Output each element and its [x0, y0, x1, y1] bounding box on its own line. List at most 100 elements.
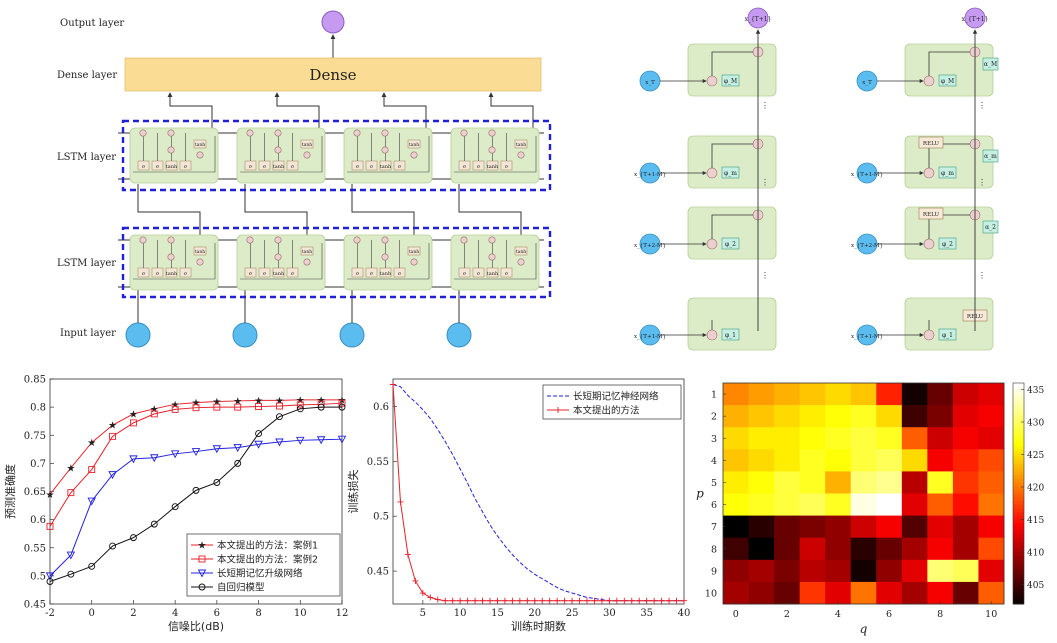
data-point: ★ [192, 398, 201, 409]
heatmap-cell [978, 559, 1005, 583]
colorbar-segment [1013, 456, 1024, 461]
heatmap-cell [952, 383, 979, 406]
heatmap-cell [748, 581, 775, 605]
gate-label: σ [505, 271, 509, 277]
multiply-op [923, 167, 935, 179]
chain-input-label: x_{T+1-M} [634, 172, 666, 178]
data-point [666, 597, 673, 604]
colorbar-segment [1013, 416, 1024, 421]
colorbar-segment [1013, 449, 1024, 454]
gate-label: tanh [380, 271, 392, 277]
colorbar-segment [1013, 548, 1024, 553]
x-tick-label: 30 [603, 608, 616, 619]
gate-label: σ [184, 164, 188, 170]
data-point [412, 577, 419, 584]
data-point [531, 597, 538, 604]
lstm-layer-label-bottom: LSTM layer [57, 258, 116, 269]
chain-input-label: x_{T+2-M} [851, 243, 883, 249]
colorbar-segment [1013, 511, 1024, 517]
data-point [628, 597, 635, 604]
gate-label: σ [463, 164, 467, 170]
data-point: ★ [317, 395, 326, 406]
heatmap-cell [825, 383, 852, 406]
data-point [472, 597, 479, 604]
accuracy-vs-snr-chart: -2 0 2 4 6 8 10 12 0.45 0.5 0.55 0.6 0.65 0.7 0.75 0.8 0… [3, 375, 348, 634]
colorbar-segment [1013, 405, 1024, 410]
y-tick-label: 8 [711, 544, 717, 555]
input-node [446, 322, 472, 348]
heatmap-cell [978, 581, 1005, 605]
cell-internal-line [454, 243, 537, 280]
colorbar-segment [1013, 541, 1024, 546]
heatmap-cell [748, 515, 775, 539]
gate-label: σ [291, 164, 295, 170]
heatmap-cell [825, 515, 852, 539]
tanh-box [300, 139, 314, 149]
phi-label: φ_m [724, 170, 737, 177]
phi-label: φ_1 [725, 332, 736, 339]
x-tick-label: 15 [491, 608, 504, 619]
heatmap-cell [901, 537, 928, 561]
chain-ellipsis: ⋮ [761, 271, 769, 280]
heatmap-cell [901, 581, 928, 605]
heatmap-cell [927, 581, 954, 605]
data-point [66, 551, 76, 560]
heatmap-cell [799, 471, 826, 494]
heatmap-cell [978, 383, 1005, 406]
colorbar-segment [1013, 452, 1024, 458]
heatmap-cell [876, 581, 903, 605]
data-point [681, 597, 687, 604]
data-point: ★ [171, 400, 180, 411]
multiply-op [706, 329, 718, 341]
colorbar-segment [1013, 493, 1024, 498]
colorbar-segment [1013, 412, 1024, 417]
heatmap-cell [978, 405, 1005, 428]
colorbar-segment [1013, 556, 1024, 561]
colorbar-segment [1013, 570, 1024, 576]
data-point [296, 436, 305, 445]
y-axis-label: 训练损失 [346, 470, 360, 514]
colorbar-tick-label: 420 [1027, 484, 1044, 494]
data-point [192, 404, 200, 412]
gate-label: σ [370, 271, 374, 277]
training-loss-chart: 5 10 15 20 25 30 35 40 0.45 0.5 0.55 0.6 训练时期数 训练损失 长短… [346, 378, 690, 633]
heatmap-cell [774, 471, 801, 494]
cell-internal-line [347, 136, 430, 173]
colorbar-segment [1013, 504, 1024, 509]
heatmap-frame [722, 382, 1005, 605]
data-point [255, 403, 263, 411]
series-2 [46, 399, 346, 530]
colorbar-tick-label: 435 [1027, 386, 1044, 396]
colorbar-segment [1013, 537, 1024, 542]
x-tick-label: 6 [886, 609, 892, 620]
lstm-layer-label-top: LSTM layer [57, 152, 116, 163]
x-tick-label: 8 [937, 609, 943, 620]
data-point [275, 413, 283, 421]
gate-label: σ [156, 271, 160, 277]
pointwise-op [246, 236, 254, 244]
cell-internal-line [347, 243, 430, 280]
tanh-box [407, 139, 421, 149]
pointwise-op [274, 146, 282, 154]
heatmap-cell [927, 537, 954, 561]
x-tick-label: 4 [172, 608, 178, 619]
heatmap-cell [774, 537, 801, 561]
lstm-layer-highlight-top [121, 119, 552, 192]
dense-connector [488, 92, 534, 133]
gate-label: tanh [302, 142, 312, 148]
tanh-box [193, 139, 207, 149]
y-tick-label: 4 [711, 456, 717, 467]
gate-label: tanh [516, 142, 526, 148]
gate-label: σ [463, 271, 467, 277]
data-point [150, 410, 158, 418]
data-point: ★ [275, 396, 284, 407]
tanh-box [514, 246, 528, 256]
colorbar-tick-label: 405 [1027, 581, 1044, 591]
data-point [296, 401, 304, 409]
heatmap-cell [901, 449, 928, 472]
heatmap-cell [748, 559, 775, 583]
heatmap-cell [774, 405, 801, 428]
y-tick-label: 7 [711, 522, 717, 533]
heatmap-cell [978, 515, 1005, 539]
x-tick-label: 2 [784, 609, 790, 620]
